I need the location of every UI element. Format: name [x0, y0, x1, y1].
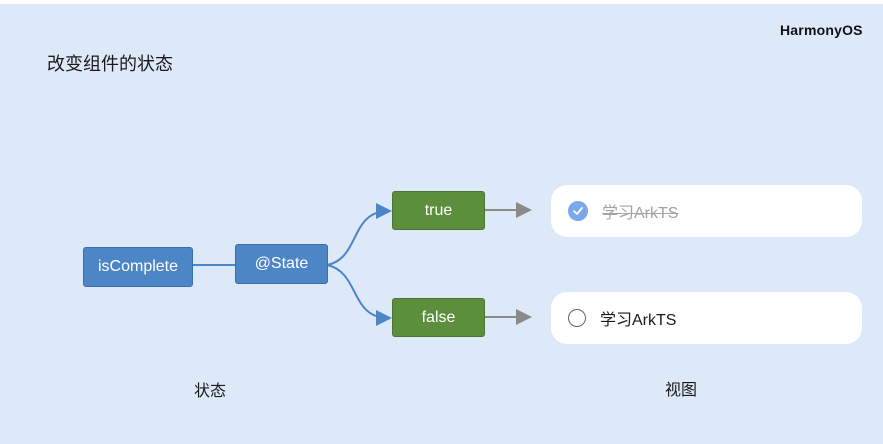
caption-view: 视图 — [665, 382, 698, 399]
todo-label-completed: 学习ArkTS — [602, 205, 679, 222]
todo-item-completed[interactable]: 学习ArkTS — [551, 185, 862, 237]
state-decorator-box: @State — [235, 244, 328, 284]
todo-label-pending: 学习ArkTS — [600, 312, 677, 329]
false-value-box: false — [392, 298, 485, 337]
brand-logo: HarmonyOS — [780, 22, 863, 38]
todo-item-pending[interactable]: 学习ArkTS — [551, 292, 862, 344]
branch-true-arrow — [326, 203, 392, 266]
slide: 改变组件的状态 HarmonyOS isComplete @State true… — [0, 4, 883, 444]
branch-false-arrow — [326, 264, 392, 326]
page-title: 改变组件的状态 — [47, 54, 173, 74]
caption-state: 状态 — [194, 383, 227, 400]
state-variable-box: isComplete — [83, 247, 193, 287]
true-value-box: true — [392, 191, 485, 230]
check-circle-icon[interactable] — [568, 201, 588, 221]
empty-circle-icon[interactable] — [568, 309, 586, 327]
connector-lines — [192, 202, 532, 326]
